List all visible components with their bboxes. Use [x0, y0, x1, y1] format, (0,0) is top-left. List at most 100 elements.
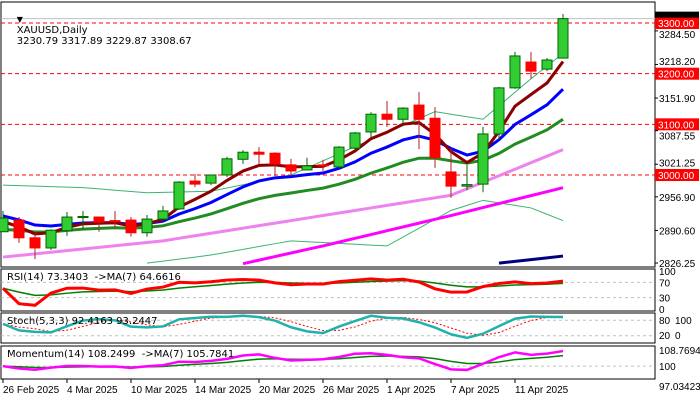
candle: [413, 91, 425, 150]
candle-body: [125, 219, 137, 234]
candle-body: [541, 59, 553, 70]
level-label-box: [655, 17, 699, 30]
candle: [29, 233, 41, 260]
candle-body: [253, 151, 265, 155]
candle-body: [381, 113, 393, 120]
stoch-axis-label: 0: [675, 331, 681, 342]
date-label: 11 Apr 2025: [515, 385, 569, 396]
candle-body: [317, 164, 329, 167]
candle-body: [157, 210, 169, 220]
momentum-line: [2, 349, 564, 372]
candle: [269, 152, 281, 177]
date-label: 4 Mar 2025: [67, 385, 118, 396]
stoch-main-line: [2, 314, 564, 340]
candle: [557, 13, 569, 59]
candle: [189, 173, 201, 188]
date-label: 26 Feb 2025: [3, 385, 60, 396]
rsi-axis-label: 70: [659, 278, 671, 289]
candle: [317, 159, 329, 171]
symbol-label: XAUUSD,Daily: [16, 25, 88, 36]
candle-body: [93, 216, 105, 223]
candle-body: [141, 218, 153, 234]
candle: [381, 101, 393, 127]
candle-body: [301, 165, 313, 171]
candle-body: [413, 104, 425, 120]
candle: [173, 181, 185, 210]
price-tick-label: 3151.90: [659, 94, 696, 105]
candle: [109, 210, 121, 229]
date-label: 7 Apr 2025: [451, 385, 500, 396]
candle-body: [77, 216, 89, 219]
candle-body: [189, 180, 201, 185]
ma-navy-line: [498, 254, 564, 265]
candle: [93, 216, 105, 232]
candle-body: [525, 61, 537, 72]
candle-body: [221, 158, 233, 176]
candle: [157, 205, 169, 221]
momentum-axis-label: 100: [659, 362, 676, 373]
stoch-axis-label: 20: [659, 331, 671, 342]
level-label: 3000.00: [658, 171, 695, 182]
candle: [429, 107, 441, 168]
candle-body: [477, 133, 489, 185]
momentum-title: Momentum(14) 108.2499 ->MA(7) 105.7841: [7, 349, 235, 360]
stoch-title: Stoch(5,3,3) 92.4163 93.2447: [7, 316, 158, 327]
candle-body: [285, 164, 297, 172]
candle-body: [29, 237, 41, 249]
candle-body: [269, 152, 281, 165]
candle: [0, 210, 9, 233]
candle: [13, 217, 25, 243]
candle: [237, 150, 249, 164]
momentum-axis-label: 97.03423: [659, 382, 700, 393]
candle: [445, 148, 457, 198]
candle: [477, 126, 489, 193]
candle-body: [109, 220, 121, 223]
momentum-panel-frame: [0, 345, 656, 380]
price-tick-label: 3087.55: [659, 131, 696, 142]
price-tick-label: 2956.90: [659, 193, 696, 204]
candle-body: [557, 18, 569, 59]
candle-body: [237, 151, 249, 160]
level-label-box: [655, 118, 699, 131]
level-label: 3300.00: [658, 19, 695, 30]
rsi-title: RSI(14) 73.3403 ->MA(7) 64.6616: [7, 272, 181, 283]
ma-violet-line: [2, 148, 564, 259]
candle: [253, 147, 265, 165]
bollinger-lower-line: [146, 199, 564, 264]
stoch-axis-label: 80: [659, 316, 671, 327]
candle: [205, 174, 217, 186]
rsi-axis-label: 0: [659, 305, 665, 316]
candle-body: [205, 174, 217, 184]
candle: [525, 51, 537, 79]
candle: [125, 217, 137, 237]
current-price-box: [655, 11, 699, 18]
date-label: 10 Mar 2025: [131, 385, 188, 396]
ma-magenta-line: [242, 186, 564, 266]
candle: [221, 156, 233, 178]
candle-body: [445, 171, 457, 187]
candle-body: [509, 55, 521, 89]
candle: [461, 164, 473, 191]
candle-body: [493, 87, 505, 135]
date-label: 26 Mar 2025: [323, 385, 380, 396]
ma-fast-line: [2, 60, 565, 236]
stoch-axis-label: 100: [675, 316, 692, 327]
candle-body: [461, 184, 473, 187]
price-tick-label: 3284.50: [659, 30, 696, 41]
candle: [61, 211, 73, 236]
price-tick-label: 3021.25: [659, 159, 696, 170]
level-label-box: [655, 169, 699, 181]
level-label-box: [655, 67, 699, 80]
candle: [301, 157, 313, 171]
rsi-panel-frame: [0, 268, 656, 312]
candle: [45, 229, 57, 250]
price-tick-label: 3218.20: [659, 57, 696, 68]
candle-body: [45, 229, 57, 249]
ohlc-readout: 3230.79 3317.89 3229.87 3308.67: [16, 36, 192, 47]
rsi-axis-label: 100: [659, 267, 676, 278]
collapse-triangle-icon[interactable]: ▼: [16, 15, 23, 24]
candle-body: [429, 117, 441, 159]
date-label: 14 Mar 2025: [195, 385, 252, 396]
